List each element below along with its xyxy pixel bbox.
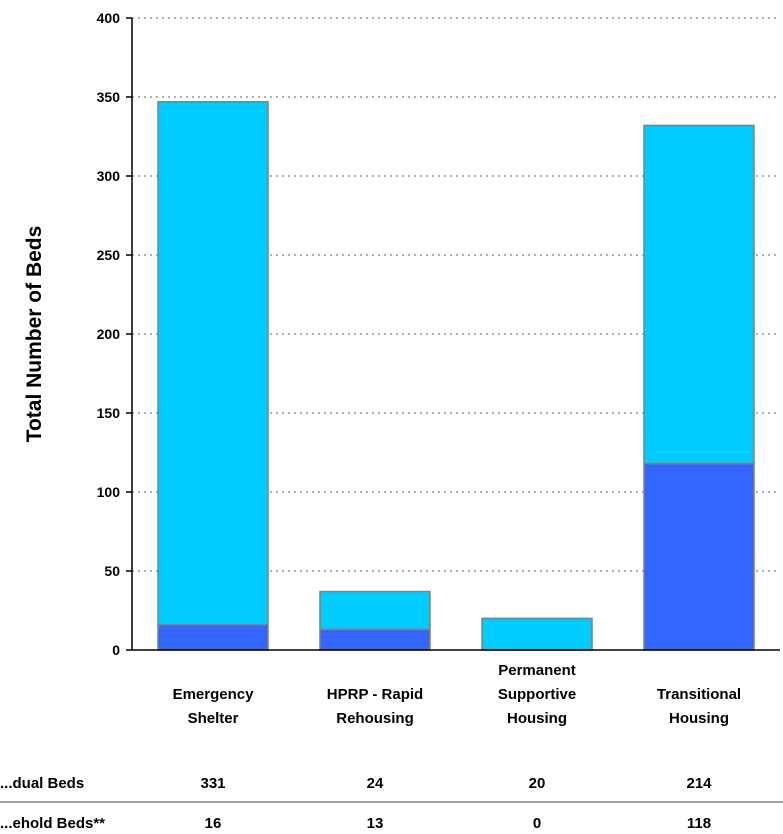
category-label: Housing <box>507 710 567 727</box>
table-cell: 118 <box>687 815 711 832</box>
table-cell: 20 <box>529 775 546 792</box>
axes <box>131 18 780 651</box>
category-label: Emergency <box>173 686 255 703</box>
bar-series-2-4 <box>643 124 755 465</box>
bar-series-1-2 <box>319 628 431 651</box>
category-label: Housing <box>669 710 729 727</box>
bars <box>157 100 755 651</box>
category-labels: Emergency Shelter HPRP - Rapid Rehousing Per… <box>173 662 742 727</box>
table-cell: 331 <box>200 775 225 792</box>
table-cell: 16 <box>205 815 222 832</box>
y-tick-label: 250 <box>97 247 121 263</box>
y-tick-label: 350 <box>97 89 121 105</box>
category-label: Rehousing <box>336 710 414 727</box>
y-tick-label: 100 <box>97 484 121 500</box>
y-tick-labels: 0 50 100 150 200 250 300 350 400 <box>97 10 121 658</box>
category-label: HPRP - Rapid <box>327 686 423 703</box>
y-axis-label: Total Number of Beds <box>23 226 46 443</box>
bar-series-1-1 <box>157 623 269 651</box>
data-table: ...dual Beds 331 24 20 214 ...ehold Beds** 16 1… <box>0 775 783 832</box>
category-label: Permanent <box>498 662 576 679</box>
bar-series-1-4 <box>643 462 755 651</box>
category-label: Supportive <box>498 686 576 703</box>
table-row-label: ...dual Beds <box>0 775 84 792</box>
y-tick-label: 200 <box>97 326 121 342</box>
bar-series-2-3 <box>481 617 593 651</box>
category-label: Shelter <box>188 710 239 727</box>
bar-series-2-1 <box>157 100 269 626</box>
y-tick-label: 400 <box>97 10 121 26</box>
table-row-label: ...ehold Beds** <box>0 815 105 832</box>
table-cell: 214 <box>686 775 712 792</box>
table-cell: 24 <box>367 775 384 792</box>
y-tick-label: 150 <box>97 405 121 421</box>
table-cell: 0 <box>533 815 541 832</box>
y-tick-label: 0 <box>112 642 120 658</box>
y-tick-label: 300 <box>97 168 121 184</box>
y-tick-label: 50 <box>104 563 120 579</box>
category-label: Transitional <box>657 686 741 703</box>
table-cell: 13 <box>367 815 384 832</box>
bar-series-2-2 <box>319 590 431 631</box>
